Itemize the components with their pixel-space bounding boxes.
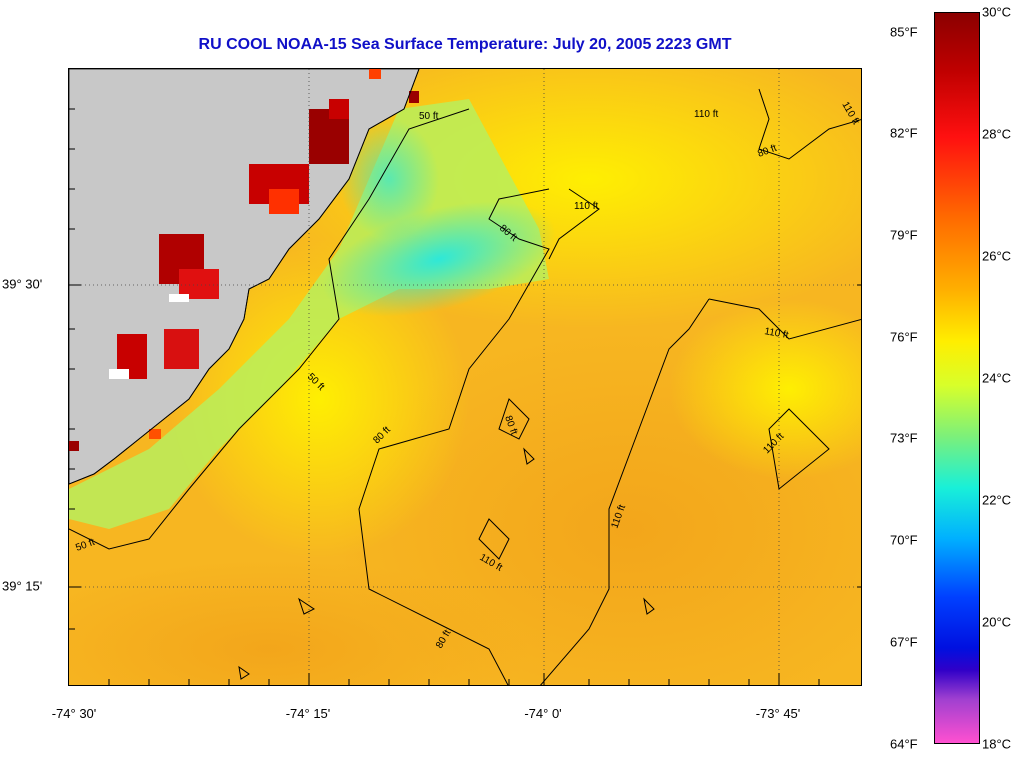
warm-water-region-south bbox=[69, 559, 529, 685]
colorbar-f-label: 76°F bbox=[890, 329, 918, 345]
colorbar-f-label: 73°F bbox=[890, 430, 918, 446]
axis-ticks bbox=[69, 108, 861, 685]
colorbar-f-label: 82°F bbox=[890, 125, 918, 141]
temperature-colorbar bbox=[934, 12, 980, 744]
latitude-label: 39° 30' bbox=[2, 276, 43, 292]
colorbar-c-label: 26°C bbox=[982, 248, 1012, 264]
graticule bbox=[69, 69, 861, 685]
colorbar-f-label: 70°F bbox=[890, 532, 918, 548]
longitude-label: -73° 45' bbox=[755, 706, 801, 721]
estuary-hot-pixels bbox=[69, 69, 419, 451]
colorbar-c-label: 28°C bbox=[982, 126, 1012, 142]
bathymetry-contours bbox=[69, 88, 861, 685]
longitude-label: -74° 15' bbox=[285, 706, 331, 721]
longitude-label: -74° 30' bbox=[51, 706, 97, 721]
map-title: RU COOL NOAA-15 Sea Surface Temperature:… bbox=[198, 36, 732, 53]
colorbar-c-label: 20°C bbox=[982, 614, 1012, 630]
colorbar-c-label: 24°C bbox=[982, 370, 1012, 386]
contour-label: 110 ft bbox=[763, 326, 789, 341]
contour-label: 110 ft bbox=[574, 201, 598, 212]
colorbar-f-label: 79°F bbox=[890, 227, 918, 243]
upwelling-core-north bbox=[339, 119, 439, 239]
colorbar-c-label: 22°C bbox=[982, 492, 1012, 508]
coastline bbox=[69, 69, 420, 485]
longitude-label: -74° 0' bbox=[524, 706, 562, 721]
colorbar-f-label: 67°F bbox=[890, 634, 918, 650]
colorbar-f-label: 85°F bbox=[890, 24, 918, 40]
mid-temp-region-east bbox=[669, 299, 861, 479]
colorbar-f-label: 64°F bbox=[890, 736, 918, 752]
contour-label: 50 ft bbox=[419, 111, 439, 122]
colorbar-c-label: 18°C bbox=[982, 736, 1012, 752]
colorbar-c-label: 30°C bbox=[982, 4, 1012, 20]
latitude-label: 39° 15' bbox=[2, 578, 43, 594]
sst-map[interactable]: 50 ft 80 ft 110 ft 110 ft 80 ft 50 ft 11… bbox=[68, 68, 862, 686]
contour-label: 110 ft bbox=[694, 109, 718, 120]
